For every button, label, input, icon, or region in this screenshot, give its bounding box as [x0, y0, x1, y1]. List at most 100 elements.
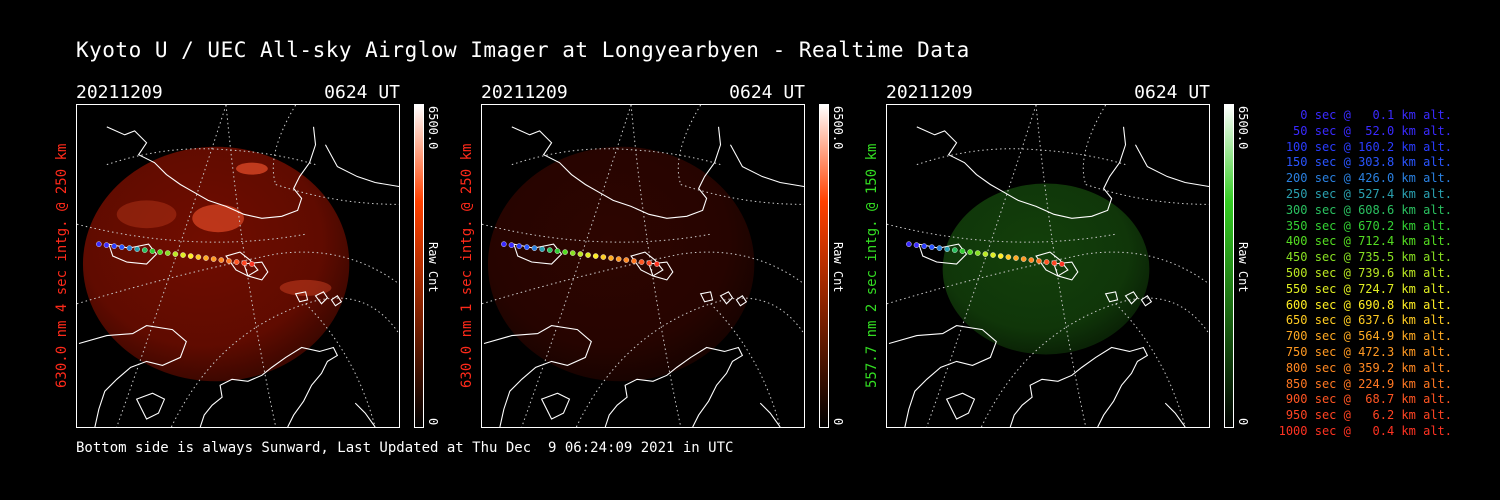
coastline — [294, 291, 309, 303]
legend-entry: 550 sec @ 724.7 km alt. — [1285, 281, 1452, 296]
coastline — [1124, 291, 1139, 305]
trajectory-point — [524, 244, 530, 250]
coastline — [324, 144, 399, 188]
coastline — [1164, 402, 1186, 427]
trajectory-point — [119, 244, 125, 250]
legend-entry: 800 sec @ 359.2 km alt. — [1285, 360, 1452, 375]
lat-lon-gridline — [1085, 184, 1209, 205]
lat-lon-gridline — [887, 223, 1116, 243]
colorbar-max-label: 6500.0 — [426, 106, 440, 150]
lat-lon-gridline — [710, 303, 781, 427]
coastline — [759, 402, 781, 427]
airglow-field — [487, 146, 755, 382]
lat-lon-gridline — [1082, 105, 1107, 185]
trajectory-point — [654, 261, 660, 267]
panel-time: 0624 UT — [729, 82, 805, 103]
trajectory-point — [906, 241, 912, 247]
trajectory-point — [982, 251, 989, 257]
colorbar-unit-label: Raw Cnt — [426, 242, 440, 293]
airglow-field — [82, 146, 350, 382]
coastline — [354, 402, 376, 427]
trajectory-point — [1051, 260, 1058, 266]
legend-entry: 150 sec @ 303.8 km alt. — [1285, 155, 1452, 170]
trajectory-point — [226, 258, 232, 264]
colorbar — [819, 104, 829, 428]
trajectory-point — [623, 257, 630, 263]
imager-panel-630-1s: 20211209 0624 UT 630.0 nm 1 sec intg. @ … — [459, 82, 881, 432]
trajectory-point — [241, 260, 248, 266]
trajectory-point — [516, 243, 522, 249]
panel-time: 0624 UT — [324, 82, 400, 103]
trajectory-legend: 0 sec @ 0.1 km alt. 50 sec @ 52.0 km alt.… — [1262, 108, 1452, 440]
coastline — [916, 126, 1127, 219]
trajectory-point — [936, 245, 943, 251]
coastline — [540, 392, 571, 420]
trajectory-point — [195, 254, 202, 260]
trajectory-point — [531, 245, 538, 251]
colorbar-max-label: 6500.0 — [831, 106, 845, 150]
airglow-field — [942, 183, 1150, 355]
trajectory-point — [990, 252, 996, 258]
footer-note: Bottom side is always Sunward, Last Upda… — [76, 440, 734, 456]
lat-lon-gridline — [575, 297, 804, 427]
coastline — [1134, 144, 1209, 188]
legend-entry: 600 sec @ 690.8 km alt. — [1285, 297, 1452, 312]
trajectory-point — [1036, 258, 1042, 264]
coastline — [604, 346, 744, 427]
coastline — [1035, 251, 1069, 277]
trajectory-point — [585, 252, 591, 258]
legend-entry: 0 sec @ 0.1 km alt. — [1300, 108, 1452, 122]
trajectory-point — [967, 249, 973, 255]
coastline — [511, 126, 722, 219]
trajectory-point — [577, 251, 584, 257]
trajectory-point — [997, 253, 1004, 259]
lat-lon-gridline — [482, 251, 804, 305]
trajectory-point — [569, 250, 576, 256]
trajectory-point — [921, 243, 927, 249]
trajectory-point — [149, 248, 156, 254]
airglow-bright-patch — [236, 162, 268, 175]
trajectory-point — [187, 253, 194, 259]
trajectory-point — [172, 251, 179, 257]
trajectory-point — [157, 249, 163, 255]
coastline — [719, 291, 734, 305]
airglow-bright-patch — [192, 204, 244, 233]
coastline — [648, 261, 674, 281]
lat-lon-gridline — [916, 148, 1126, 166]
trajectory-point — [233, 259, 240, 265]
legend-entry: 300 sec @ 608.6 km alt. — [1285, 202, 1452, 217]
colorbar — [1224, 104, 1234, 428]
lat-lon-gridline — [106, 148, 316, 166]
airglow-bright-patch — [279, 279, 332, 296]
trajectory-point — [1043, 259, 1050, 265]
legend-entry: 750 sec @ 472.3 km alt. — [1285, 344, 1452, 359]
legend-entry: 450 sec @ 735.5 km alt. — [1285, 250, 1452, 265]
coastline — [1009, 346, 1149, 427]
trajectory-point — [1020, 256, 1027, 262]
panel-time: 0624 UT — [1134, 82, 1210, 103]
lat-lon-gridline — [680, 184, 804, 205]
map-canvas — [482, 105, 804, 427]
legend-entry: 250 sec @ 527.4 km alt. — [1285, 186, 1452, 201]
trajectory-point — [562, 249, 568, 255]
lat-lon-gridline — [170, 297, 399, 427]
trajectory-point — [508, 242, 515, 248]
trajectory-point — [218, 257, 225, 263]
coastline — [106, 126, 317, 219]
trajectory-point — [249, 261, 255, 267]
trajectory-point — [631, 258, 637, 264]
coastline — [78, 325, 187, 427]
coastline — [483, 325, 592, 427]
trajectory-point — [929, 244, 935, 250]
coastline — [1104, 291, 1119, 303]
legend-entry: 650 sec @ 637.6 km alt. — [1285, 313, 1452, 328]
lat-lon-gridline — [77, 251, 399, 305]
legend-entry: 350 sec @ 670.2 km alt. — [1285, 218, 1452, 233]
lat-lon-gridline — [511, 148, 721, 166]
trajectory-point — [638, 259, 645, 265]
colorbar-min-label: 0 — [426, 418, 440, 426]
coastline — [314, 291, 329, 305]
allsky-map-image — [886, 104, 1210, 428]
coastline — [1053, 261, 1079, 281]
trajectory-point — [134, 246, 140, 252]
